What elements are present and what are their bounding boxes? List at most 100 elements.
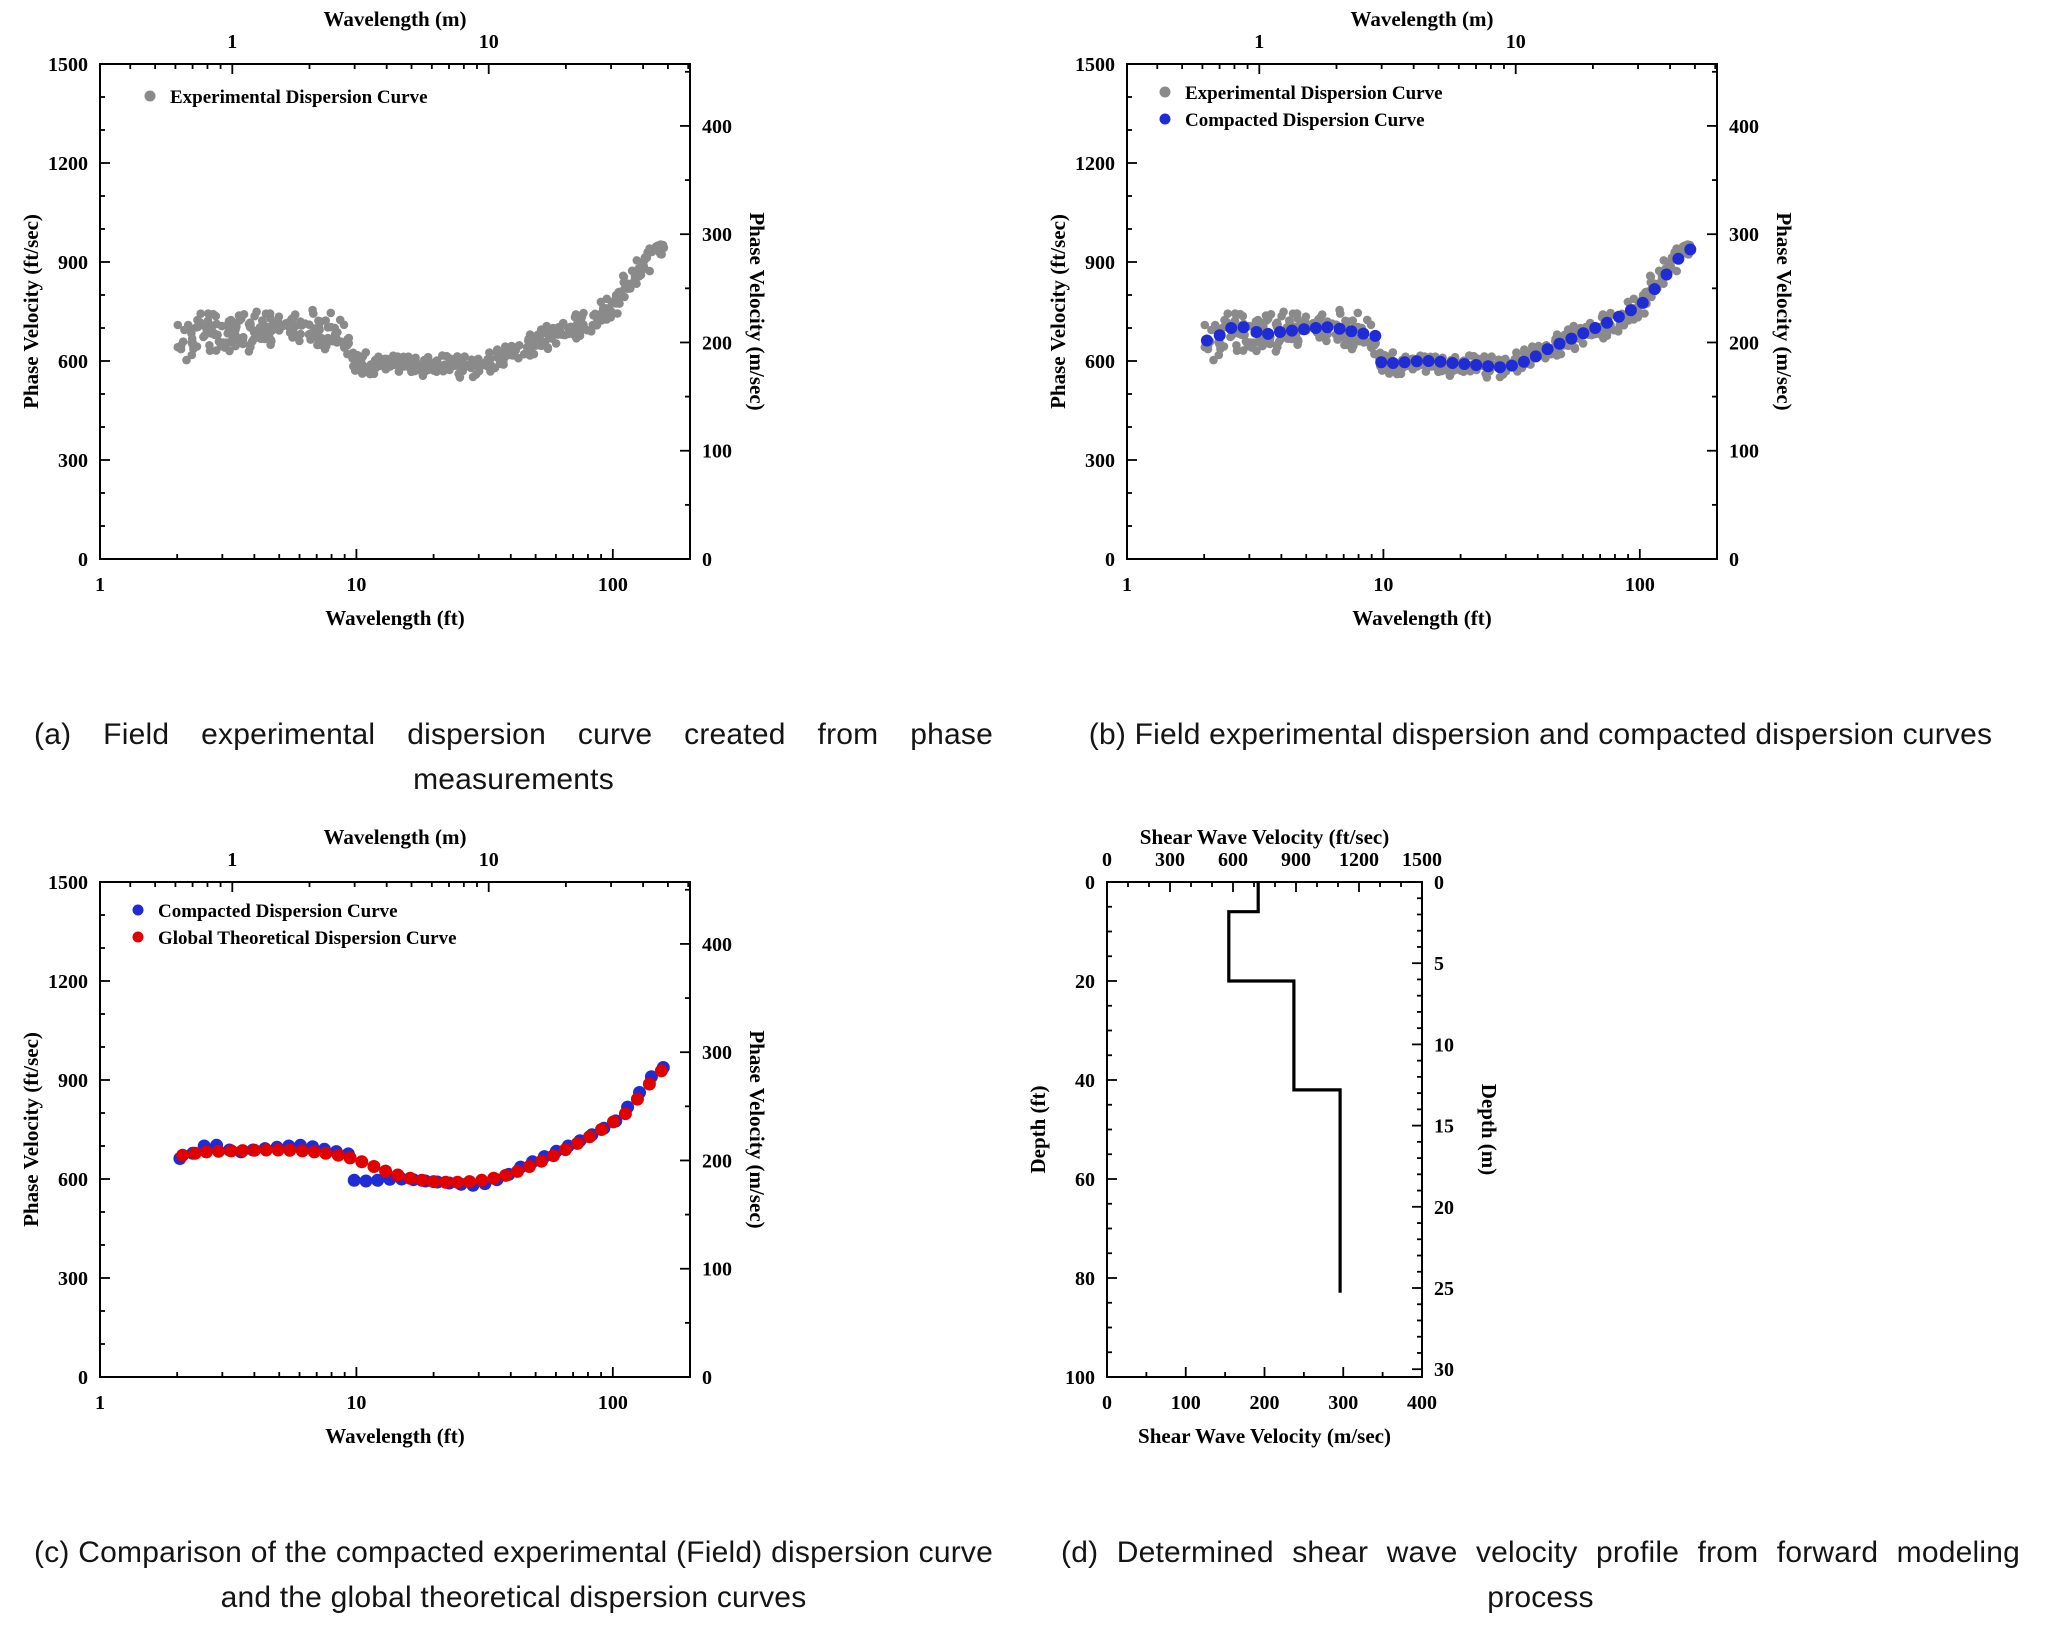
svg-text:1200: 1200 [48,153,88,175]
svg-text:200: 200 [1250,1392,1280,1414]
svg-text:200: 200 [702,1150,732,1172]
svg-text:Wavelength (m): Wavelength (m) [324,825,467,849]
svg-text:300: 300 [702,1042,732,1064]
svg-text:80: 80 [1075,1268,1095,1290]
svg-text:200: 200 [702,332,732,354]
svg-text:1200: 1200 [1075,153,1115,175]
panel-d: 0 100 200 300 400 Shear Wave Velocity (m/sec)… [1027,822,2054,1640]
legend-a: Experimental Dispersion Curve [144,87,428,108]
legend-label: Compacted Dispersion Curve [158,901,398,922]
svg-text:Phase Velocity (m/sec): Phase Velocity (m/sec) [745,1030,769,1228]
caption-a: (a) Field experimental dispersion curve … [34,718,993,796]
series-group-a [173,240,669,382]
svg-text:1: 1 [95,1392,105,1414]
c-series-1 [176,1064,668,1189]
panel-a: 1 10 100 Wavelength (ft) 1 10 Wavelength (m) 0 3… [0,4,1027,822]
b-series-1 [1200,243,1697,374]
svg-text:40: 40 [1075,1070,1095,1092]
svg-text:400: 400 [702,116,732,138]
dispersion-curve-chart-a: 1 10 100 Wavelength (ft) 1 10 Wavelength (m) 0 3… [19,7,769,630]
svg-text:0: 0 [702,1367,712,1389]
svg-text:Wavelength (ft): Wavelength (ft) [1352,606,1491,630]
axis-left-a: 0 300 600 900 1200 1500 Phase Velocity (ft/sec… [19,54,110,571]
svg-text:900: 900 [1085,252,1115,274]
caption-d: (d) Determined shear wave velocity profi… [1061,1536,2020,1614]
svg-text:Phase Velocity (ft/sec): Phase Velocity (ft/sec) [19,214,43,409]
svg-text:30: 30 [1434,1359,1454,1381]
axis-bottom-a: 1 10 100 Wavelength (ft) [95,549,691,630]
svg-text:0: 0 [1102,849,1112,871]
svg-text:100: 100 [1625,574,1655,596]
svg-text:300: 300 [1085,450,1115,472]
svg-text:Phase Velocity (m/sec): Phase Velocity (m/sec) [745,212,769,410]
compacted-legend-marker-icon [1159,113,1171,125]
svg-text:15: 15 [1434,1116,1454,1138]
svg-text:Phase Velocity (m/sec): Phase Velocity (m/sec) [1772,212,1796,410]
svg-text:25: 25 [1434,1278,1454,1300]
svg-text:1500: 1500 [1075,54,1115,76]
axis-top-b: 1 10 Wavelength (m) [1156,7,1717,74]
axis-left-c: 0 300 600 900 1200 1500 Phase Velocity (ft/sec… [19,872,110,1389]
svg-text:10: 10 [1373,574,1393,596]
axis-top-a: 1 10 Wavelength (m) [129,7,690,74]
svg-text:10: 10 [479,31,499,53]
svg-text:5: 5 [1434,953,1444,975]
panel-b: 1 10 100 Wavelength (ft) 1 10 Wavelength (m) 0 3… [1027,4,2054,822]
svg-text:1500: 1500 [1402,849,1442,871]
svg-text:600: 600 [1218,849,1248,871]
svg-text:Wavelength (ft): Wavelength (ft) [325,1424,464,1448]
svg-text:Depth (ft): Depth (ft) [1027,1085,1050,1173]
svg-text:900: 900 [1281,849,1311,871]
experimental-legend-marker-icon [144,90,156,102]
axis-bottom-c: 1 10 100 Wavelength (ft) [95,1367,691,1448]
svg-text:100: 100 [1171,1392,1201,1414]
svg-text:Wavelength (m): Wavelength (m) [1351,7,1494,31]
svg-text:600: 600 [58,351,88,373]
legend-label: Experimental Dispersion Curve [1185,83,1443,104]
d-series-0 [1227,882,1342,1293]
legend-b: Experimental Dispersion Curve Compacted D… [1159,83,1443,131]
svg-text:100: 100 [702,1259,732,1281]
svg-text:400: 400 [1729,116,1759,138]
svg-text:100: 100 [598,1392,628,1414]
svg-text:0: 0 [1105,549,1115,571]
svg-text:1: 1 [95,574,105,596]
plot-frame-d [1106,881,1423,1378]
panel-c: 1 10 100 Wavelength (ft) 1 10 Wavelength (m) 0 3… [0,822,1027,1640]
svg-text:1: 1 [1254,31,1264,53]
svg-text:0: 0 [1085,872,1095,894]
svg-text:400: 400 [702,934,732,956]
axis-right-d: 0 5 10 15 20 25 30 Depth (m) [1412,872,1501,1381]
caption-b: (b) Field experimental dispersion and co… [1088,718,1993,751]
svg-text:20: 20 [1434,1197,1454,1219]
svg-text:600: 600 [1085,351,1115,373]
svg-text:Depth (m): Depth (m) [1477,1084,1501,1176]
svg-text:300: 300 [1155,849,1185,871]
svg-text:1200: 1200 [1339,849,1379,871]
svg-text:0: 0 [1729,549,1739,571]
legend-label: Compacted Dispersion Curve [1185,110,1425,131]
svg-text:0: 0 [1102,1392,1112,1414]
series-group-d [1227,882,1342,1293]
axis-right-a: 0 100 200 300 400 Phase Velocity (m/sec) [680,70,769,571]
compacted-legend-marker-icon [132,904,144,916]
svg-text:900: 900 [58,252,88,274]
axis-top-d: 0 300 600 900 1200 1500 Shear Wave Velocity (f… [1102,825,1442,892]
svg-text:Phase Velocity (ft/sec): Phase Velocity (ft/sec) [19,1032,43,1227]
svg-text:100: 100 [598,574,628,596]
series-group-b [1200,240,1697,382]
svg-text:200: 200 [1729,332,1759,354]
svg-text:0: 0 [78,549,88,571]
a-series-0 [173,240,669,382]
svg-text:0: 0 [702,549,712,571]
dispersion-curve-chart-c: 1 10 100 Wavelength (ft) 1 10 Wavelength (m) 0 3… [19,825,769,1448]
caption-c: (c) Comparison of the compacted experime… [34,1536,993,1614]
svg-text:300: 300 [1328,1392,1358,1414]
axis-right-b: 0 100 200 300 400 Phase Velocity (m/sec) [1707,70,1796,571]
plot-frame-c [99,881,691,1378]
svg-text:600: 600 [58,1169,88,1191]
svg-text:1200: 1200 [48,971,88,993]
svg-text:1: 1 [227,31,237,53]
svg-text:100: 100 [702,441,732,463]
